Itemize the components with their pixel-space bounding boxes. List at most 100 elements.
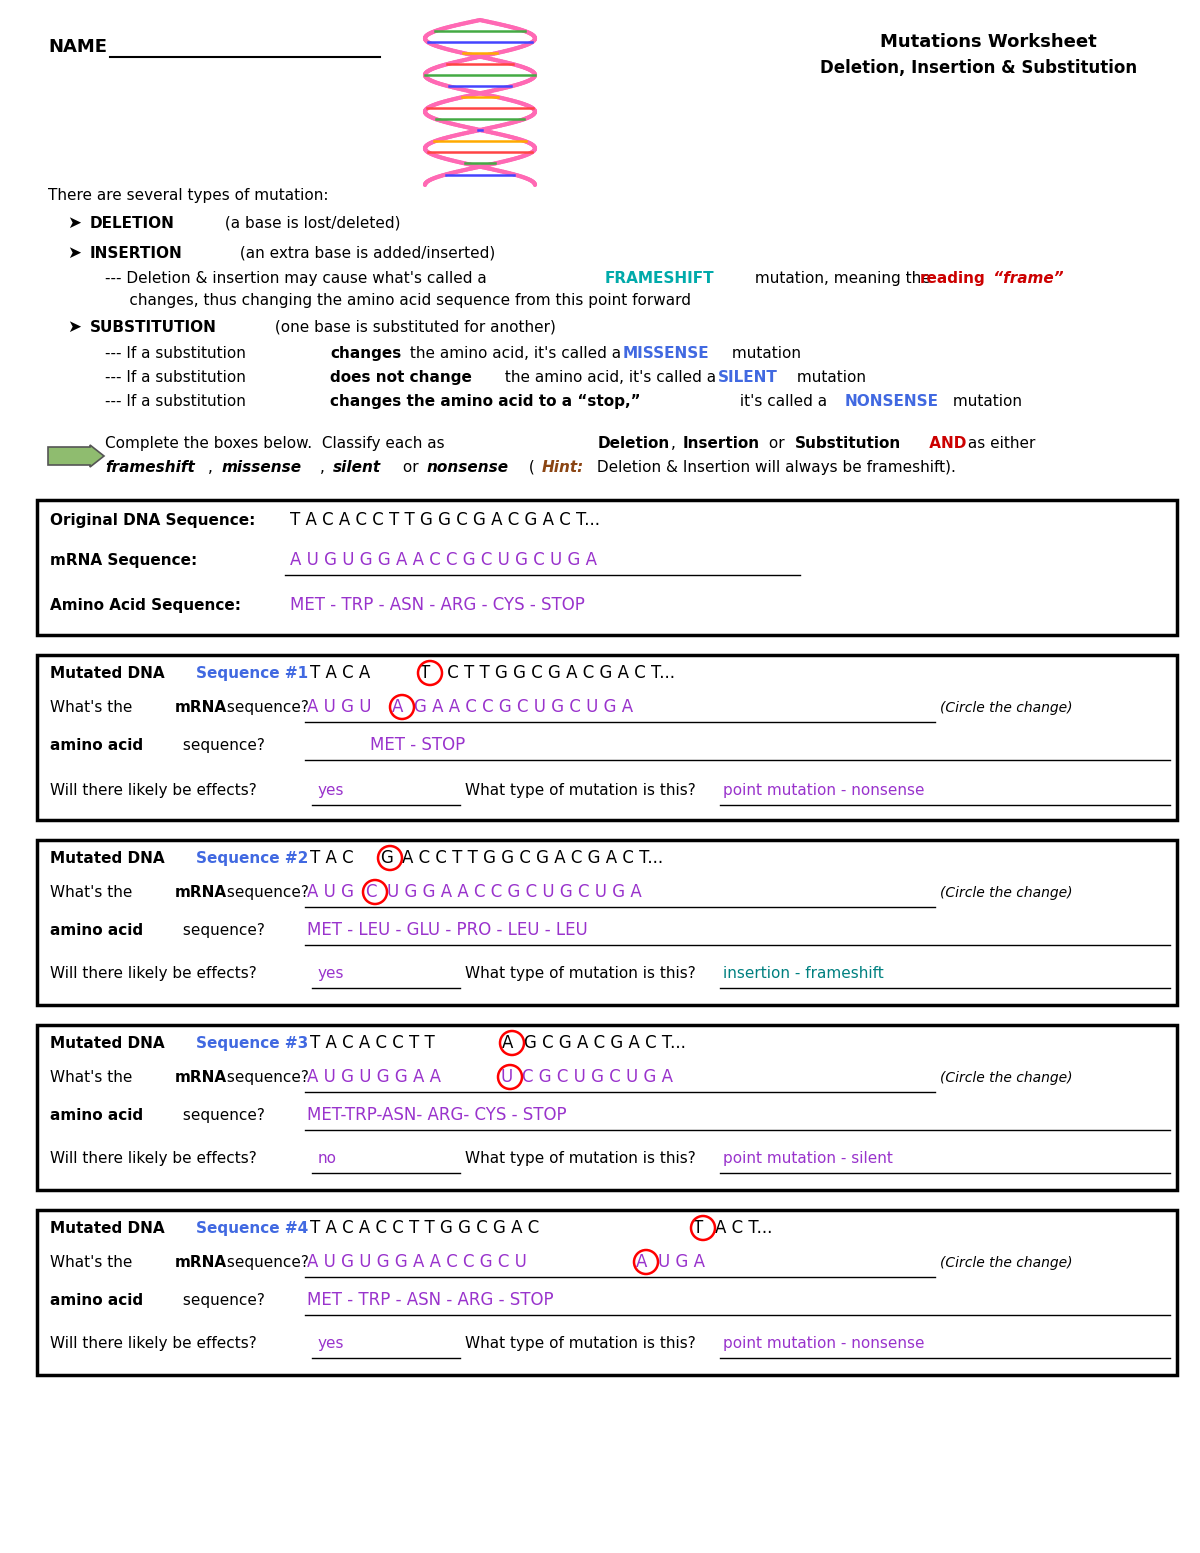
Text: --- Deletion & insertion may cause what's called a: --- Deletion & insertion may cause what'… <box>106 272 492 286</box>
Text: A C C T T G G C G A C G A C T...: A C C T T G G C G A C G A C T... <box>402 849 664 867</box>
Text: Sequence #3: Sequence #3 <box>196 1036 308 1051</box>
Text: What's the: What's the <box>50 700 137 714</box>
Text: amino acid: amino acid <box>50 738 143 753</box>
Text: MET - TRP - ASN - ARG - STOP: MET - TRP - ASN - ARG - STOP <box>307 1291 553 1309</box>
Text: mutation: mutation <box>727 346 802 360</box>
Text: sequence?: sequence? <box>178 738 265 753</box>
Text: G A A C C G C U G C U G A: G A A C C G C U G C U G A <box>414 697 634 716</box>
Text: U G G A A C C G C U G C U G A: U G G A A C C G C U G C U G A <box>386 884 642 901</box>
Text: FRAMESHIFT: FRAMESHIFT <box>605 272 715 286</box>
Text: the amino acid, it's called a: the amino acid, it's called a <box>500 370 721 385</box>
Text: mRNA: mRNA <box>175 700 227 714</box>
Text: NAME: NAME <box>48 37 107 56</box>
Bar <box>37 1025 1177 1190</box>
Text: does not change: does not change <box>330 370 472 385</box>
Text: (an extra base is added/inserted): (an extra base is added/inserted) <box>235 245 496 261</box>
FancyArrow shape <box>48 446 104 467</box>
Text: mutation, meaning the: mutation, meaning the <box>750 272 936 286</box>
Text: changes, thus changing the amino acid sequence from this point forward: changes, thus changing the amino acid se… <box>106 294 691 307</box>
Text: ➤: ➤ <box>68 318 88 335</box>
Text: mRNA Sequence:: mRNA Sequence: <box>50 553 197 568</box>
Text: (Circle the change): (Circle the change) <box>940 700 1073 714</box>
Text: There are several types of mutation:: There are several types of mutation: <box>48 188 329 203</box>
Text: A U G U G G A A C C G C U: A U G U G G A A C C G C U <box>307 1253 527 1270</box>
Text: What type of mutation is this?: What type of mutation is this? <box>466 783 696 798</box>
Text: Sequence #2: Sequence #2 <box>196 851 308 867</box>
Text: Original DNA Sequence:: Original DNA Sequence: <box>50 512 256 528</box>
Text: T A C A C C T T G G C G A C: T A C A C C T T G G C G A C <box>310 1219 539 1238</box>
Text: Complete the boxes below.  Classify each as: Complete the boxes below. Classify each … <box>106 436 450 450</box>
Text: MISSENSE: MISSENSE <box>623 346 709 360</box>
Text: sequence?: sequence? <box>222 700 308 714</box>
Text: sequence?: sequence? <box>222 1255 308 1270</box>
Text: yes: yes <box>318 1336 344 1351</box>
Text: What's the: What's the <box>50 1255 137 1270</box>
Text: What type of mutation is this?: What type of mutation is this? <box>466 966 696 981</box>
Text: nonsense: nonsense <box>427 460 509 475</box>
Text: sequence?: sequence? <box>178 1294 265 1308</box>
Text: C T T G G C G A C G A C T...: C T T G G C G A C G A C T... <box>442 665 674 682</box>
Text: reading: reading <box>920 272 985 286</box>
Text: Amino Acid Sequence:: Amino Acid Sequence: <box>50 598 241 613</box>
Text: A U G U G G A A C C G C U G C U G A: A U G U G G A A C C G C U G C U G A <box>290 551 598 568</box>
Text: changes the amino acid to a “stop,”: changes the amino acid to a “stop,” <box>330 394 641 408</box>
Text: ,: , <box>208 460 217 475</box>
Text: mRNA: mRNA <box>175 1070 227 1086</box>
Text: MET-TRP-ASN- ARG- CYS - STOP: MET-TRP-ASN- ARG- CYS - STOP <box>307 1106 566 1124</box>
Text: mutation: mutation <box>792 370 866 385</box>
Text: Mutated DNA: Mutated DNA <box>50 1221 170 1236</box>
Text: MET - LEU - GLU - PRO - LEU - LEU: MET - LEU - GLU - PRO - LEU - LEU <box>307 921 588 940</box>
Text: Deletion & Insertion will always be frameshift).: Deletion & Insertion will always be fram… <box>592 460 956 475</box>
Text: DELETION: DELETION <box>90 216 175 231</box>
Text: T A C: T A C <box>310 849 354 867</box>
Text: --- If a substitution: --- If a substitution <box>106 370 251 385</box>
Text: Will there likely be effects?: Will there likely be effects? <box>50 783 257 798</box>
Text: ➤: ➤ <box>68 244 88 262</box>
Text: --- If a substitution: --- If a substitution <box>106 394 251 408</box>
Text: amino acid: amino acid <box>50 922 143 938</box>
Text: SUBSTITUTION: SUBSTITUTION <box>90 320 217 335</box>
Text: sequence?: sequence? <box>222 885 308 901</box>
Text: ,: , <box>320 460 330 475</box>
Text: (Circle the change): (Circle the change) <box>940 1072 1073 1086</box>
Text: --- If a substitution: --- If a substitution <box>106 346 251 360</box>
Text: Deletion: Deletion <box>598 436 671 450</box>
Text: point mutation - silent: point mutation - silent <box>722 1151 893 1166</box>
Text: AND: AND <box>924 436 966 450</box>
Text: What's the: What's the <box>50 1070 137 1086</box>
Text: ➤: ➤ <box>68 214 88 231</box>
Text: amino acid: amino acid <box>50 1294 143 1308</box>
Text: A U G U G G A A: A U G U G G A A <box>307 1068 442 1086</box>
Text: U: U <box>500 1068 512 1086</box>
Text: G C G A C G A C T...: G C G A C G A C T... <box>524 1034 686 1051</box>
Bar <box>37 840 1177 1005</box>
Text: C G C U G C U G A: C G C U G C U G A <box>522 1068 673 1086</box>
Text: A: A <box>502 1034 514 1051</box>
Text: sequence?: sequence? <box>178 922 265 938</box>
Text: ,: , <box>671 436 680 450</box>
Text: U G A: U G A <box>658 1253 706 1270</box>
Text: What type of mutation is this?: What type of mutation is this? <box>466 1151 696 1166</box>
Text: (one base is substituted for another): (one base is substituted for another) <box>270 320 556 335</box>
Text: insertion - frameshift: insertion - frameshift <box>722 966 883 981</box>
Text: T A C A: T A C A <box>310 665 376 682</box>
Bar <box>37 500 1177 635</box>
Text: T: T <box>420 665 431 682</box>
Text: A: A <box>392 697 403 716</box>
Text: or: or <box>398 460 424 475</box>
Text: the amino acid, it's called a: the amino acid, it's called a <box>406 346 626 360</box>
Text: or: or <box>764 436 790 450</box>
Text: A: A <box>636 1253 647 1270</box>
Text: What type of mutation is this?: What type of mutation is this? <box>466 1336 696 1351</box>
Text: no: no <box>318 1151 337 1166</box>
Text: (Circle the change): (Circle the change) <box>940 1256 1073 1270</box>
Text: (: ( <box>524 460 535 475</box>
Text: Sequence #4: Sequence #4 <box>196 1221 308 1236</box>
Text: amino acid: amino acid <box>50 1107 143 1123</box>
Bar <box>37 655 1177 820</box>
Text: G: G <box>380 849 392 867</box>
Text: “frame”: “frame” <box>988 272 1063 286</box>
Text: Substitution: Substitution <box>796 436 901 450</box>
Text: yes: yes <box>318 783 344 798</box>
Text: Will there likely be effects?: Will there likely be effects? <box>50 966 257 981</box>
